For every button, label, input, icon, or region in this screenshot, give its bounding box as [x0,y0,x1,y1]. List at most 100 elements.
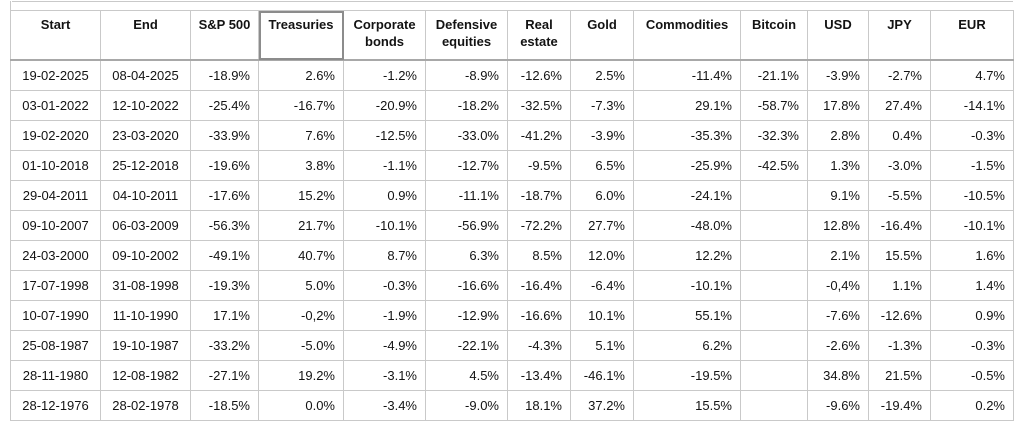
value-cell[interactable]: 2.5% [570,59,634,91]
value-cell[interactable]: 4.5% [425,360,508,391]
date-cell[interactable]: 04-10-2011 [100,180,191,211]
value-cell[interactable]: -18.5% [190,390,259,421]
value-cell[interactable]: -32.3% [740,120,808,151]
value-cell[interactable]: 21.5% [868,360,931,391]
value-cell[interactable] [740,330,808,361]
value-cell[interactable]: -3.1% [343,360,426,391]
value-cell[interactable]: -35.3% [633,120,741,151]
value-cell[interactable]: 21.7% [258,210,344,241]
value-cell[interactable]: 5.1% [570,330,634,361]
value-cell[interactable]: 2.8% [807,120,869,151]
value-cell[interactable]: -22.1% [425,330,508,361]
value-cell[interactable]: -33.0% [425,120,508,151]
date-cell[interactable]: 25-12-2018 [100,150,191,181]
value-cell[interactable]: -1.9% [343,300,426,331]
date-cell[interactable]: 19-02-2025 [10,59,101,91]
value-cell[interactable]: -33.2% [190,330,259,361]
value-cell[interactable]: -10.1% [343,210,426,241]
header-cell-s-p-500[interactable]: S&P 500 [190,10,259,61]
value-cell[interactable]: -4.9% [343,330,426,361]
value-cell[interactable]: -32.5% [507,90,571,121]
value-cell[interactable]: 6.5% [570,150,634,181]
value-cell[interactable]: 2.1% [807,240,869,271]
value-cell[interactable]: -0,2% [258,300,344,331]
value-cell[interactable]: 6.2% [633,330,741,361]
value-cell[interactable]: 12.0% [570,240,634,271]
value-cell[interactable]: -16.7% [258,90,344,121]
value-cell[interactable]: -42.5% [740,150,808,181]
value-cell[interactable] [740,300,808,331]
value-cell[interactable]: 17.8% [807,90,869,121]
value-cell[interactable]: -10.1% [633,270,741,301]
date-cell[interactable]: 19-10-1987 [100,330,191,361]
value-cell[interactable]: -2.6% [807,330,869,361]
header-cell-gold[interactable]: Gold [570,10,634,61]
value-cell[interactable]: -18.9% [190,59,259,91]
value-cell[interactable]: 9.1% [807,180,869,211]
value-cell[interactable]: -3.4% [343,390,426,421]
value-cell[interactable]: -11.4% [633,59,741,91]
header-cell-start[interactable]: Start [10,10,101,61]
value-cell[interactable] [740,240,808,271]
value-cell[interactable]: -19.6% [190,150,259,181]
value-cell[interactable]: -56.9% [425,210,508,241]
value-cell[interactable]: 7.6% [258,120,344,151]
date-cell[interactable]: 12-10-2022 [100,90,191,121]
value-cell[interactable] [740,360,808,391]
value-cell[interactable]: -56.3% [190,210,259,241]
value-cell[interactable]: -0.3% [930,330,1014,361]
value-cell[interactable]: 4.7% [930,59,1014,91]
value-cell[interactable]: -12.9% [425,300,508,331]
value-cell[interactable]: 6.0% [570,180,634,211]
value-cell[interactable]: 0.2% [930,390,1014,421]
date-cell[interactable]: 08-04-2025 [100,59,191,91]
value-cell[interactable]: -25.4% [190,90,259,121]
date-cell[interactable]: 28-02-1978 [100,390,191,421]
header-cell-end[interactable]: End [100,10,191,61]
header-cell-commodities[interactable]: Commodities [633,10,741,61]
value-cell[interactable]: 8.5% [507,240,571,271]
value-cell[interactable]: 0.4% [868,120,931,151]
header-cell-defensive-equities[interactable]: Defensive equities [425,10,508,61]
value-cell[interactable]: 1.6% [930,240,1014,271]
value-cell[interactable]: -2.7% [868,59,931,91]
value-cell[interactable]: 18.1% [507,390,571,421]
value-cell[interactable]: 15.2% [258,180,344,211]
header-cell-eur[interactable]: EUR [930,10,1014,61]
value-cell[interactable]: -17.6% [190,180,259,211]
value-cell[interactable]: -10.1% [930,210,1014,241]
value-cell[interactable]: -41.2% [507,120,571,151]
value-cell[interactable]: -3.0% [868,150,931,181]
value-cell[interactable]: 0.9% [343,180,426,211]
value-cell[interactable]: 12.2% [633,240,741,271]
value-cell[interactable]: -3.9% [570,120,634,151]
value-cell[interactable]: 1.4% [930,270,1014,301]
value-cell[interactable]: 5.0% [258,270,344,301]
value-cell[interactable]: 15.5% [868,240,931,271]
value-cell[interactable]: 1.1% [868,270,931,301]
value-cell[interactable]: 55.1% [633,300,741,331]
value-cell[interactable]: -5.0% [258,330,344,361]
value-cell[interactable]: -0,4% [807,270,869,301]
value-cell[interactable]: -9.5% [507,150,571,181]
value-cell[interactable]: -20.9% [343,90,426,121]
date-cell[interactable]: 03-01-2022 [10,90,101,121]
date-cell[interactable]: 31-08-1998 [100,270,191,301]
value-cell[interactable]: 17.1% [190,300,259,331]
header-cell-real-estate[interactable]: Real estate [507,10,571,61]
date-cell[interactable]: 28-11-1980 [10,360,101,391]
value-cell[interactable]: -12.5% [343,120,426,151]
value-cell[interactable]: 37.2% [570,390,634,421]
value-cell[interactable]: 0.0% [258,390,344,421]
value-cell[interactable]: -1.2% [343,59,426,91]
date-cell[interactable]: 12-08-1982 [100,360,191,391]
value-cell[interactable]: -12.6% [507,59,571,91]
value-cell[interactable]: 10.1% [570,300,634,331]
date-cell[interactable]: 09-10-2007 [10,210,101,241]
value-cell[interactable]: 40.7% [258,240,344,271]
value-cell[interactable]: -0.3% [343,270,426,301]
value-cell[interactable]: -46.1% [570,360,634,391]
date-cell[interactable]: 25-08-1987 [10,330,101,361]
value-cell[interactable]: 29.1% [633,90,741,121]
value-cell[interactable]: -19.4% [868,390,931,421]
